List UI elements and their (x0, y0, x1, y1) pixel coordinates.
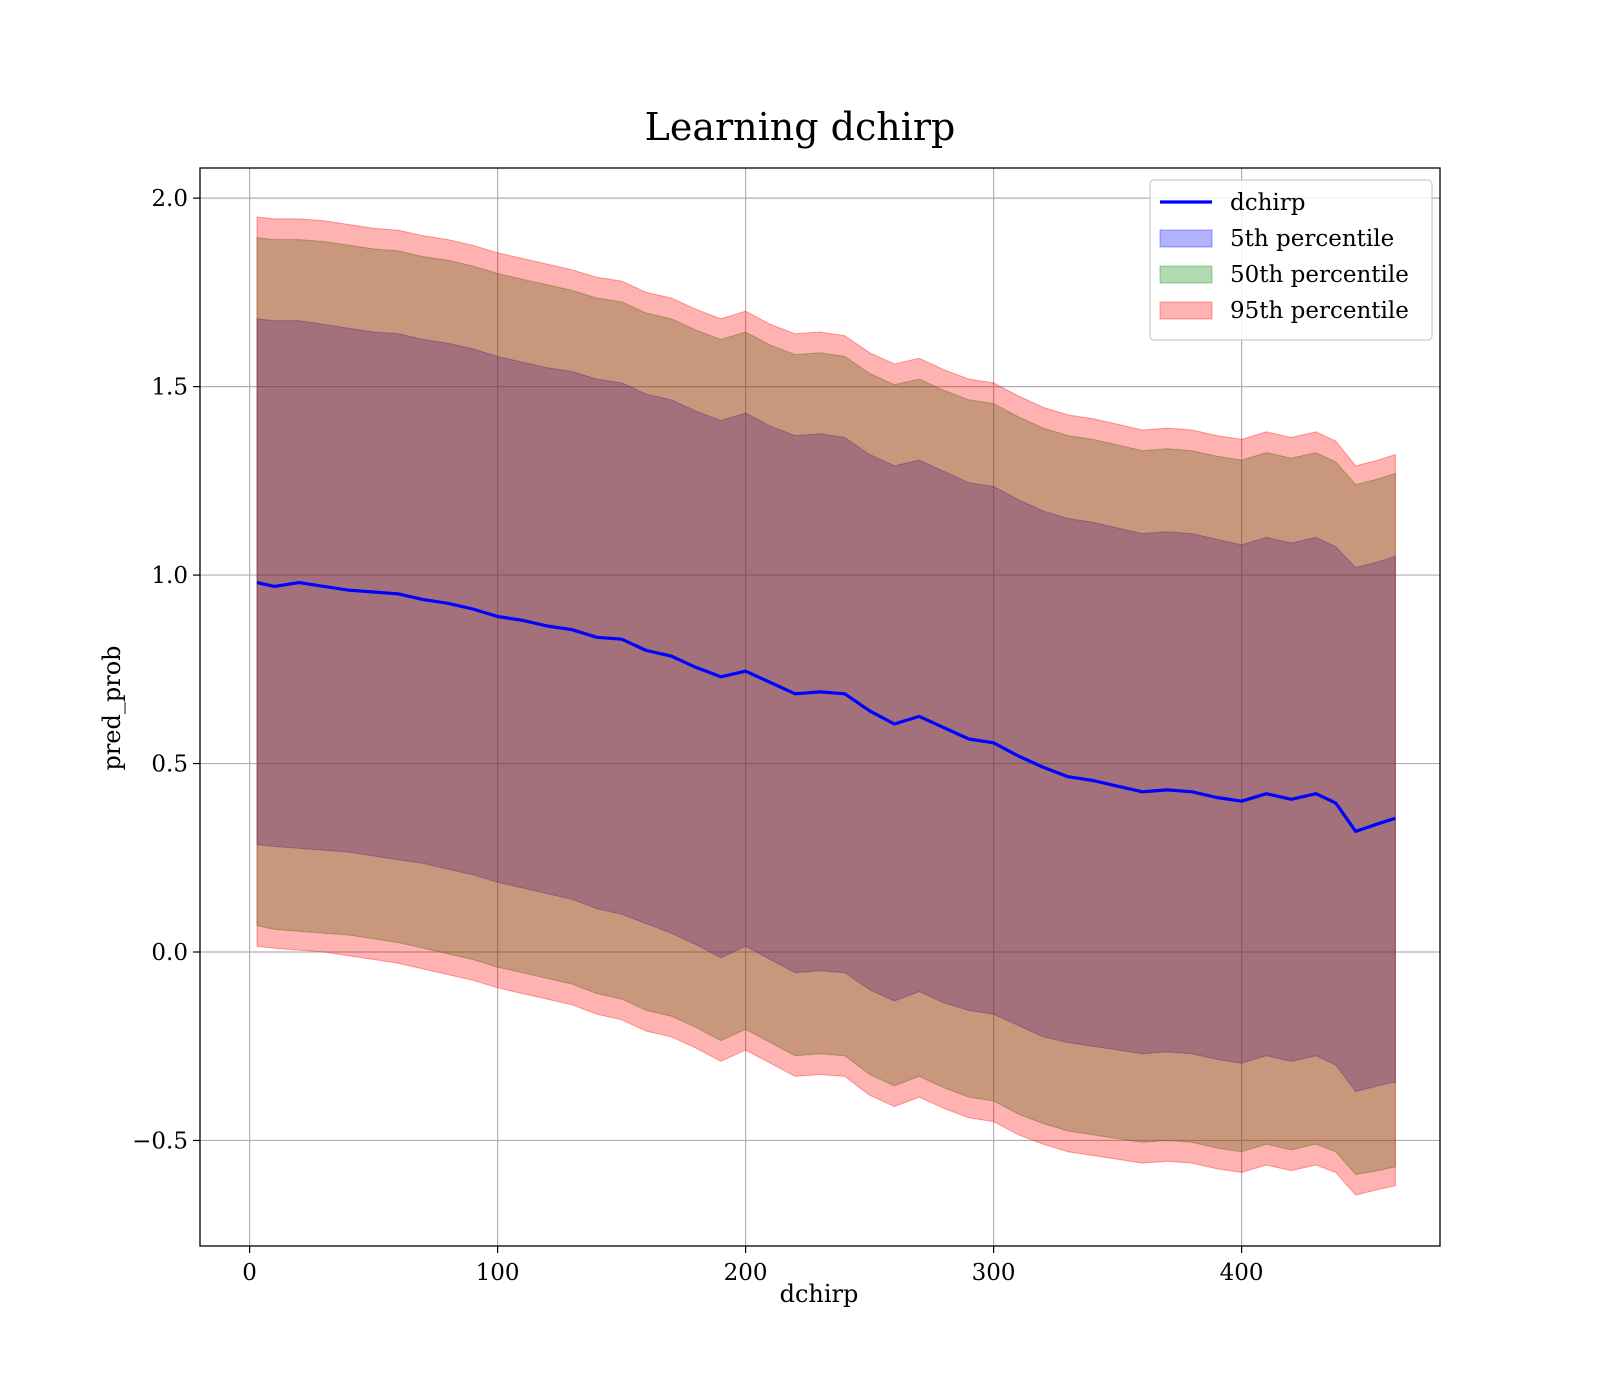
series-lines (256, 580, 1396, 834)
legend-patch-swatch (1159, 301, 1213, 320)
y-tick-label: 0.5 (151, 752, 188, 778)
legend-item[interactable]: dchirp (1160, 190, 1306, 216)
legend-item[interactable]: 5th percentile (1159, 226, 1394, 252)
legend-label: 50th percentile (1230, 262, 1409, 288)
legend-patch-swatch (1159, 265, 1213, 284)
chart-title: Learning dchirp (645, 105, 956, 149)
legend-item[interactable]: 50th percentile (1159, 262, 1409, 288)
plot-frame (199, 167, 1441, 1247)
x-tick-label: 0 (242, 1260, 257, 1286)
x-tick-label: 100 (476, 1260, 520, 1286)
legend-label: 5th percentile (1230, 226, 1394, 252)
y-tick-label: −0.5 (132, 1128, 188, 1154)
y-axis-ticks: −0.5 0.0 0.5 1.0 1.5 2.0 (132, 186, 200, 1154)
band-5th-percentile (256, 318, 1396, 1093)
y-tick-label: 1.5 (151, 375, 188, 401)
legend-item[interactable]: 95th percentile (1159, 298, 1409, 324)
x-tick-label: 400 (1220, 1260, 1264, 1286)
legend-patch-swatch (1159, 229, 1213, 248)
x-axis-label: dchirp (780, 1280, 859, 1308)
y-axis-label: pred_prob (98, 645, 126, 770)
x-tick-label: 200 (724, 1260, 768, 1286)
y-tick-label: 2.0 (151, 186, 188, 212)
band-50th-percentile (256, 237, 1396, 1175)
band-95th-percentile (256, 216, 1396, 1196)
legend-label: dchirp (1230, 190, 1306, 216)
legend-box (1149, 179, 1433, 341)
y-tick-label: 1.0 (151, 563, 188, 589)
percentile-bands (256, 216, 1396, 1196)
x-axis-ticks: 0 100 200 300 400 (242, 1246, 1264, 1286)
legend[interactable]: dchirp 5th percentile 50th percentile 95th … (1149, 179, 1433, 341)
x-tick-label: 300 (972, 1260, 1016, 1286)
y-tick-label: 0.0 (151, 940, 188, 966)
legend-label: 95th percentile (1230, 298, 1409, 324)
series-line-dchirp (256, 580, 1396, 834)
